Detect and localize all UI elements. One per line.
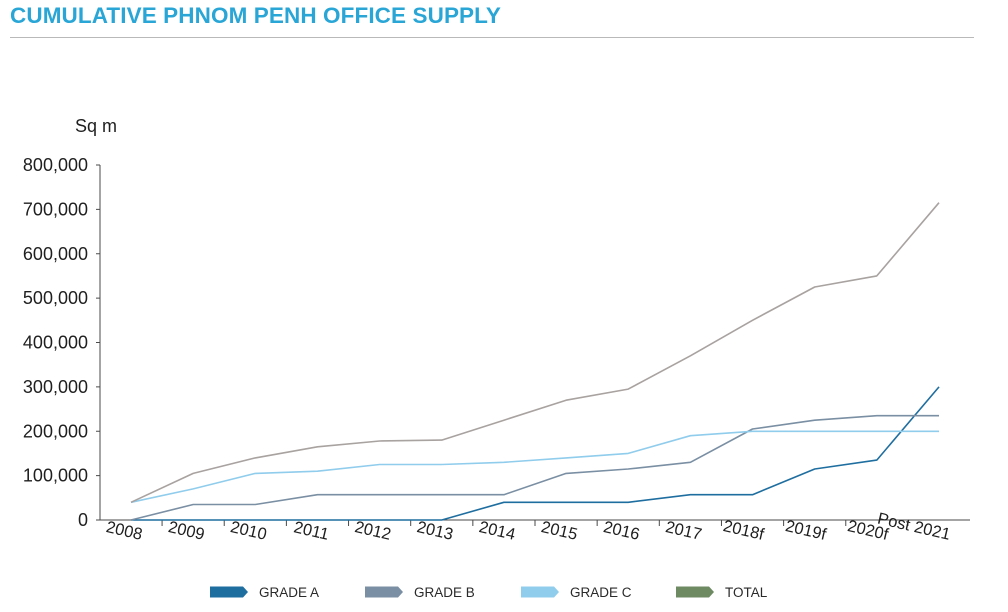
x-tick-label: 2016: [602, 518, 642, 544]
y-tick-label: 300,000: [23, 377, 88, 397]
x-tick-label: 2014: [477, 518, 517, 544]
y-tick-label: 700,000: [23, 199, 88, 219]
legend-swatch: [676, 586, 714, 598]
x-tick-label: 2018f: [721, 517, 766, 544]
y-tick-label: 600,000: [23, 244, 88, 264]
series-line-grade-c: [130, 430, 939, 504]
y-tick-label: 100,000: [23, 466, 88, 486]
x-tick-label: 2012: [353, 518, 393, 544]
legend-label: GRADE A: [259, 585, 319, 600]
x-tick-label: 2010: [229, 518, 269, 544]
x-tick-label: 2011: [292, 518, 331, 544]
title-divider: [10, 37, 974, 38]
y-tick-label: 0: [78, 510, 88, 530]
y-tick-label: 200,000: [23, 421, 88, 441]
legend-swatch: [365, 586, 403, 598]
x-tick-label: 2009: [166, 518, 206, 544]
legend-label: GRADE B: [414, 585, 475, 600]
y-axis-unit-label: Sq m: [75, 116, 117, 136]
series-line-grade-a: [131, 386, 940, 521]
x-tick-label: 2019f: [784, 517, 829, 544]
x-tick-label: 2013: [415, 518, 455, 544]
x-tick-label: 2015: [539, 518, 579, 544]
legend-label: TOTAL: [725, 585, 768, 600]
x-tick-label: 2008: [104, 518, 144, 544]
x-tick-label: Post 2021: [876, 510, 952, 544]
x-tick-label: 2017: [664, 518, 704, 544]
legend-swatch: [210, 586, 248, 598]
page-title: CUMULATIVE PHNOM PENH OFFICE SUPPLY: [10, 3, 502, 28]
series-line-grade-b: [130, 414, 939, 521]
legend-swatch: [521, 586, 559, 598]
y-tick-label: 400,000: [23, 333, 88, 353]
y-tick-label: 800,000: [23, 155, 88, 175]
y-tick-label: 500,000: [23, 288, 88, 308]
legend-label: GRADE C: [570, 585, 632, 600]
series-line-total: [130, 202, 940, 504]
